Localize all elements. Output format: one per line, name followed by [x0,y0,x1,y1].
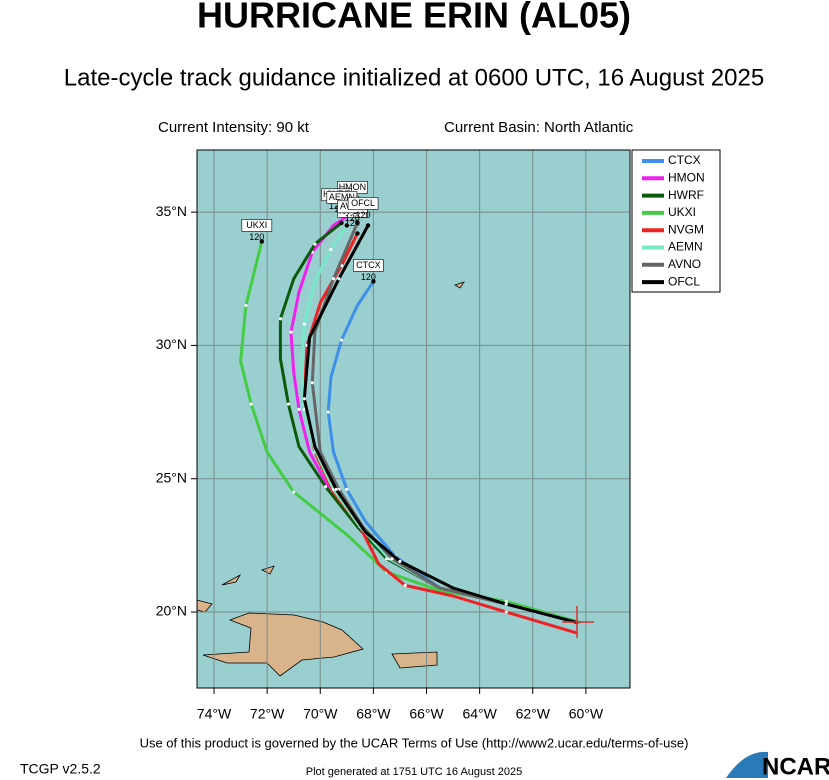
y-tick-label: 25°N [156,469,187,485]
legend-label: AEMN [668,240,703,254]
puerto-rico [391,651,438,669]
track-point [504,610,508,614]
end-hour: 120 [356,210,371,220]
end-hour: 120 [329,201,344,211]
bahamas [221,573,242,586]
intensity: Current Intensity: 90 kt [158,119,310,136]
map-background [197,150,630,688]
grid [197,150,630,688]
end-label-box [347,197,379,210]
track-point [504,599,508,603]
track-point [390,557,394,561]
terms: Use of this product is governed by the U… [140,735,689,750]
end-hour: 120 [249,232,264,242]
track-point [337,277,341,281]
x-tick-label: 64°W [462,706,497,722]
track-point [286,402,290,406]
track-end [259,239,265,244]
end-label: HMON [339,182,367,192]
track-point [504,602,508,606]
track-point [310,381,314,385]
bahamas [260,565,275,575]
track [302,232,579,635]
hispaniola [202,612,364,677]
track-point [345,487,349,491]
track-point [323,485,328,489]
x-tick-label: 62°W [516,706,551,722]
end-hour: 120 [345,213,360,223]
current-position [562,606,594,638]
generated: Plot generated at 1751 UTC 16 August 202… [306,766,523,778]
chart-title: HURRICANE ERIN (AL05) [197,0,631,36]
legend-label: NVGM [668,222,704,236]
end-label: UKXI [246,220,267,230]
track-point [278,317,283,321]
y-tick-label: 35°N [156,203,187,219]
logo-mark [726,751,768,778]
end-label: CTCX [356,260,381,270]
legend-items: CTCX HMON HWRF UKXI NVGM AEMN AVNO OFCL [642,153,705,288]
track-point [339,338,344,342]
track-point [403,583,407,587]
legend-label: CTCX [668,153,701,167]
track-point [302,322,306,326]
x-tick-label: 74°W [197,706,232,722]
end-label-box [241,219,273,232]
track-end [344,223,350,228]
x-tick-label: 70°W [303,706,338,722]
legend-label: AVNO [668,257,701,271]
end-label: AEMN [329,192,355,202]
track-point [249,402,253,406]
land [196,281,465,677]
track-point [398,559,402,563]
legend-label: OFCL [668,274,700,288]
legend-label: HMON [668,170,705,184]
logo: NCAR [762,753,829,780]
track-point [297,407,301,412]
track-point [334,487,338,491]
x-tick-label: 72°W [250,706,285,722]
track-point [329,247,333,252]
x-tick-label: 60°W [569,706,604,722]
legend-label: UKXI [668,205,696,219]
x-tick-label: 66°W [409,706,444,722]
bermuda [454,281,465,289]
track-point [313,242,317,246]
track-end [339,220,344,225]
map-frame [196,149,631,689]
track-point [244,303,248,308]
x-tick-label: 68°W [356,706,391,722]
end-label-box [353,259,384,272]
track-point [302,397,306,401]
basin: Current Basin: North Atlantic [444,119,634,136]
y-tick-label: 30°N [156,336,187,352]
tracks: CTCX120HMON120HWRF120UKXI120NVGM120AEMN1… [239,181,582,635]
track-point [289,330,293,334]
legend [631,149,721,293]
track-point [292,490,296,494]
version: TCGP v2.5.2 [20,761,101,777]
end-hour: 120 [345,218,360,228]
subtitle: Late-cycle track guidance initialized at… [64,64,764,91]
track-point [331,277,336,281]
end-hour: 120 [361,272,376,282]
track-end [355,231,360,236]
track-point [326,410,330,414]
track-end [371,279,376,284]
track-end [355,220,360,225]
legend-label: HWRF [668,188,704,202]
track-end [365,223,371,228]
y-tick-label: 20°N [156,603,187,619]
end-label: OFCL [351,198,375,208]
